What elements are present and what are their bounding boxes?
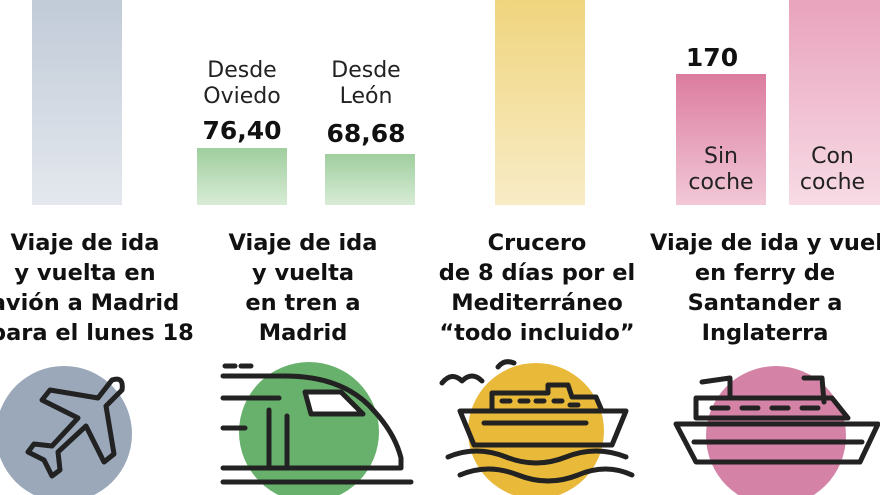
cruise-ship-icon [439,359,635,495]
airplane-icon [0,366,132,495]
ferry-no-car-bar [676,74,766,205]
cruise-title: Crucero de 8 días por el Mediterráneo “t… [438,230,636,346]
plane-title: Viaje de ida y vuelta en avión a Madrid … [0,230,194,346]
train-leon-value: 68,68 [326,119,406,148]
plane-price-bar [32,0,122,205]
train-oviedo-label: Desde Oviedo [203,58,281,109]
ferry-with-car-label: Con coche [799,144,866,195]
train-leon-bar [325,154,415,205]
train-oviedo-bar [197,148,287,205]
ferry-title: Viaje de ida y vuelta en ferry de Santan… [650,230,880,346]
ferry-no-car-value: 170 [685,43,739,72]
train-title: Viaje de ida y vuelta en tren a Madrid [228,230,378,346]
train-icon [220,362,414,495]
ferry-no-car-label: Sin coche [688,144,754,195]
train-oviedo-value: 76,40 [202,116,282,145]
ferry-icon [673,366,880,495]
train-leon-label: Desde León [331,58,401,109]
cruise-price-bar [495,0,585,205]
ferry-with-car-bar [789,0,880,205]
